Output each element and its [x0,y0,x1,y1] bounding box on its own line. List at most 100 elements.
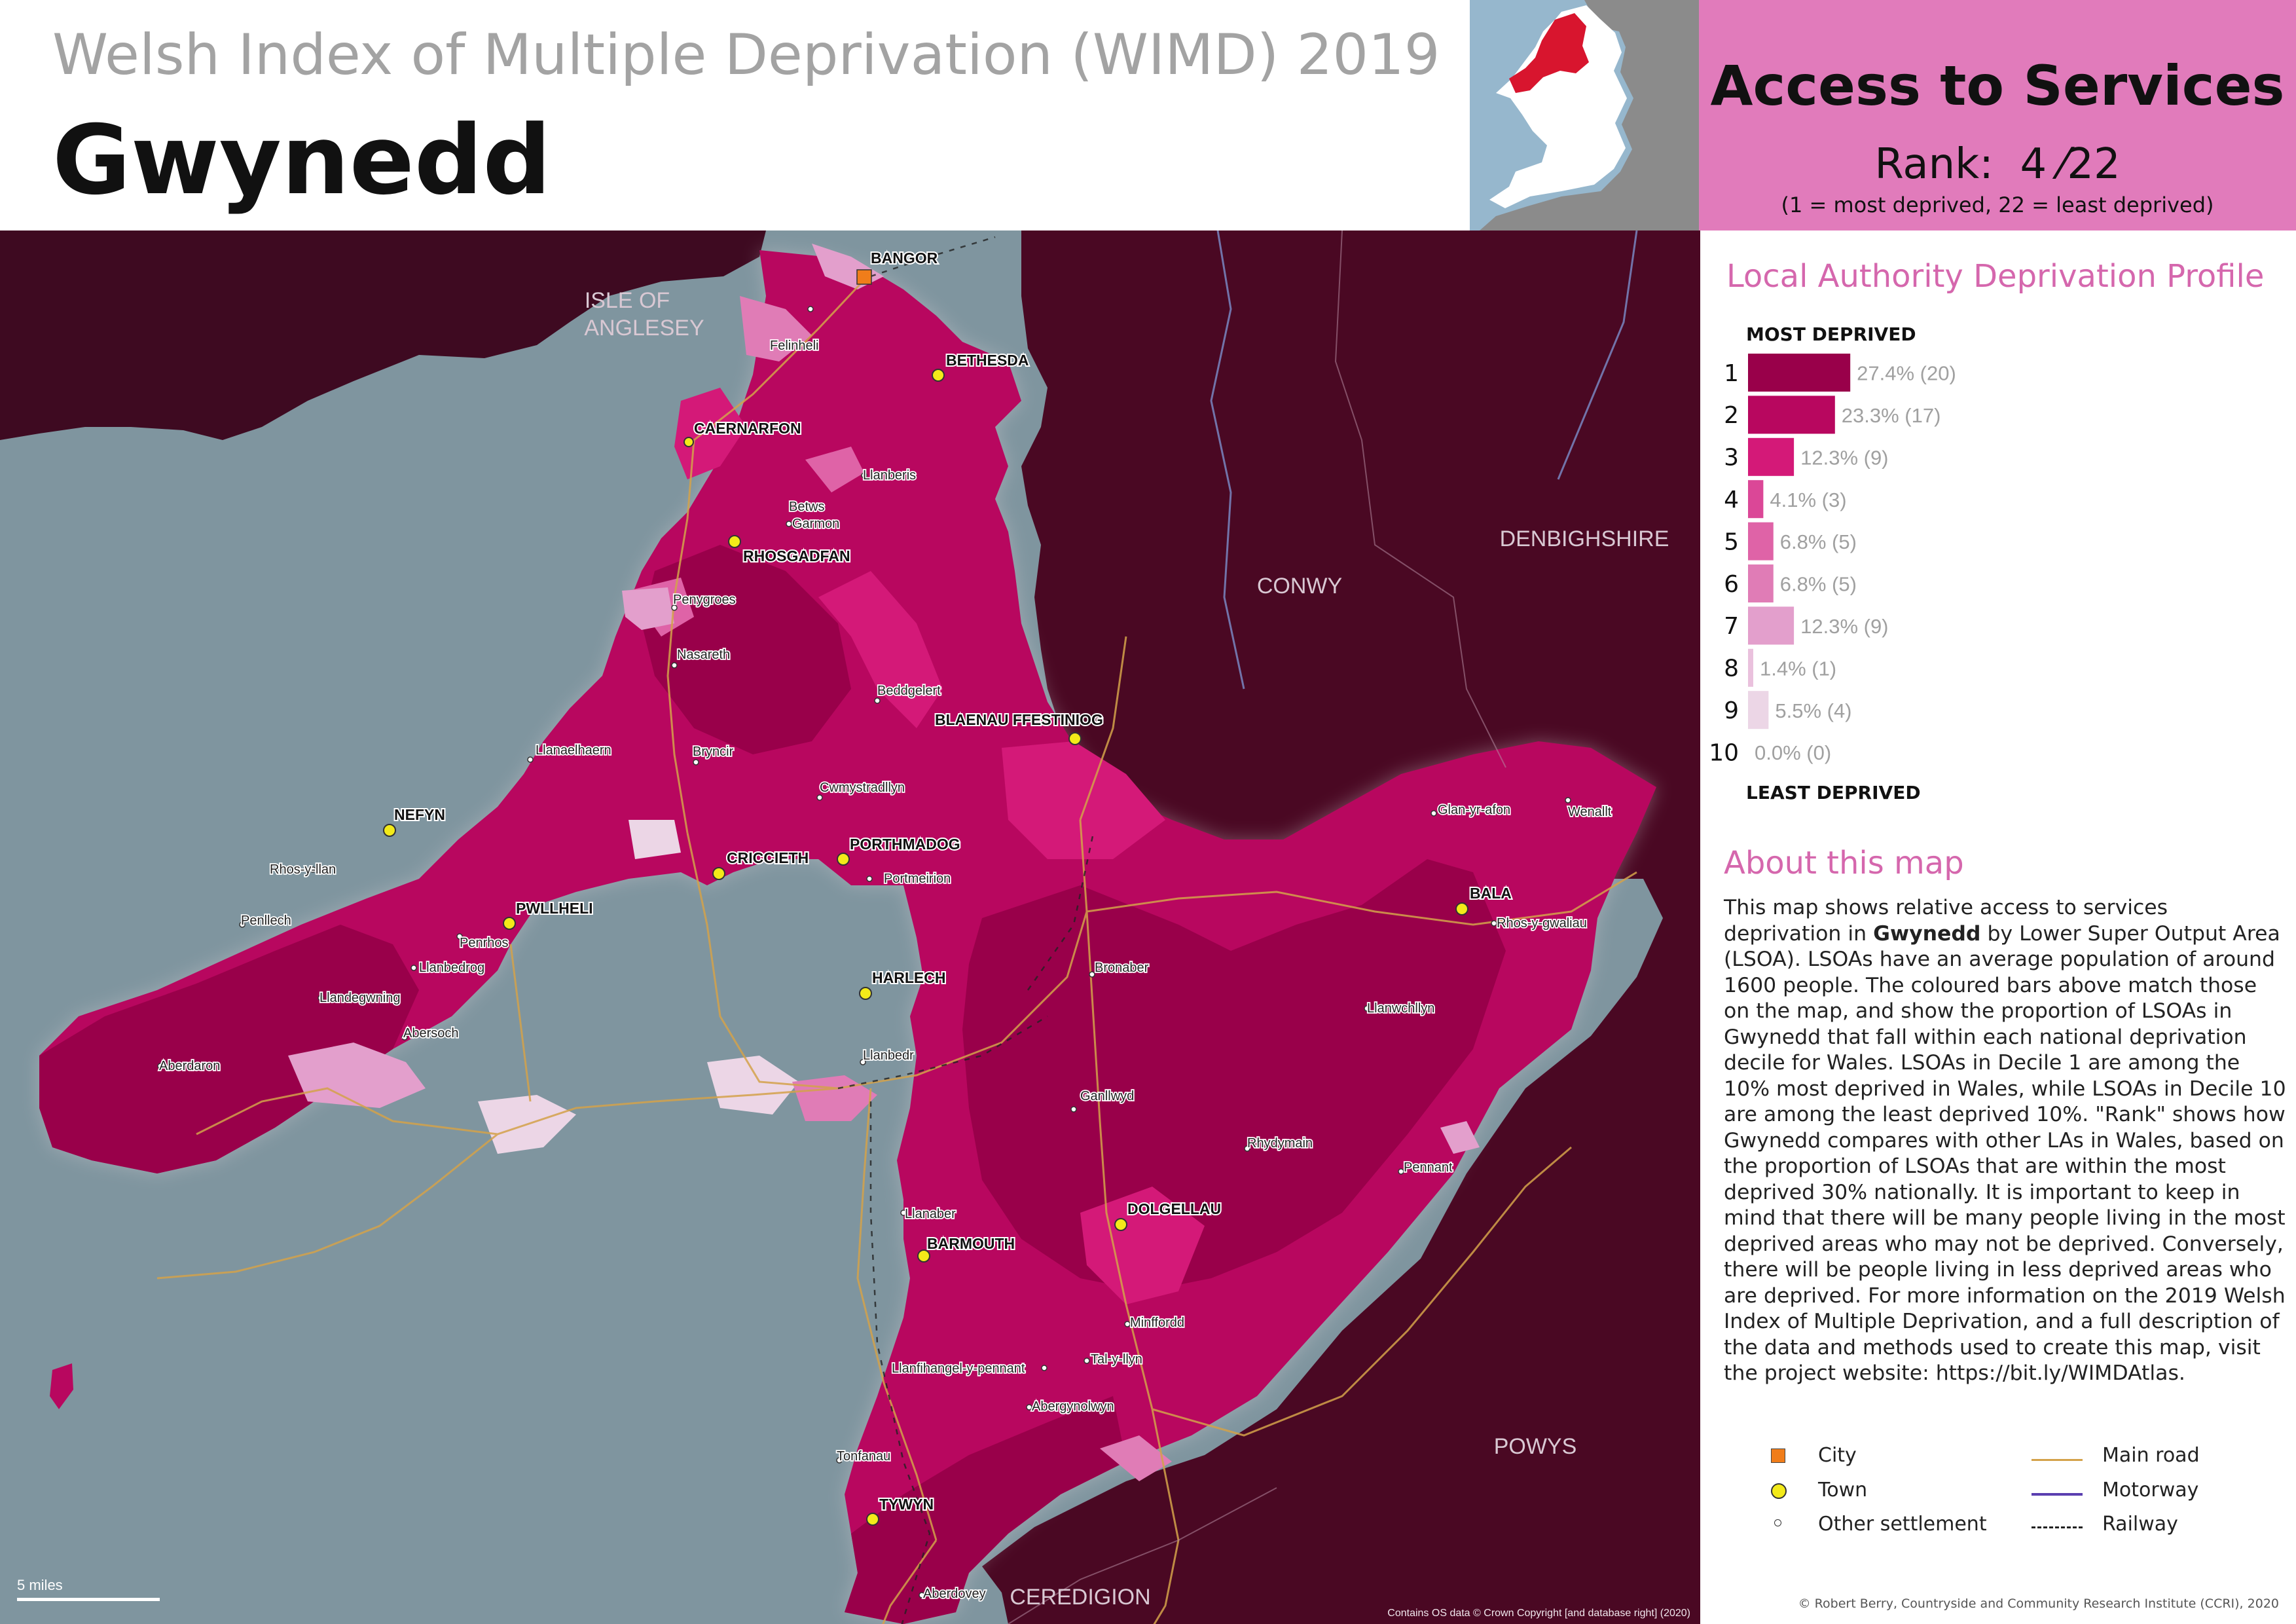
town-markers [383,369,1468,1526]
legend-town-label: Town [1818,1479,1868,1502]
decile-value-7: 12.3% (9) [1800,615,1888,638]
decile-value-5: 6.8% (5) [1780,530,1857,553]
settlement-marker-nasareth [671,662,678,669]
label-betws: Betws [789,500,824,514]
settlement-marker-abergynolwyn [1026,1404,1032,1411]
gwynedd-decile-2 [39,250,1656,1624]
label-rhos-y-gwaliau: Rhos-y-gwaliau [1497,916,1587,931]
label-pwllheli: PWLLHELI [516,900,593,917]
local-authority-title: Gwynedd [52,105,551,216]
label-minffordd: Minffordd [1130,1316,1184,1330]
inset-wales [1489,5,1627,208]
label-rhos-y-llan: Rhos-y-llan [270,862,336,877]
label-tal-y-llyn: Tal-y-llyn [1091,1352,1142,1367]
settlement-marker-tal-y-llyn [1084,1357,1090,1364]
town-marker-rhosgadfan [728,535,741,548]
gwynedd-decile-6-dolgellau [1100,1435,1172,1481]
label-abersoch: Abersoch [403,1026,459,1041]
legend-main-road-label: Main road [2102,1444,2200,1467]
label-penrhos: Penrhos [460,936,509,950]
settlement-marker-penygroes [671,604,678,611]
gwynedd-decile-9-criccieth [707,1056,799,1115]
settlement-marker-cwmystradllyn [816,794,823,801]
profile-heading: Local Authority Deprivation Profile [1726,258,2265,295]
label-criccieth: CRICCIETH [727,849,809,866]
scale-bar-label: 5 miles [17,1577,63,1593]
settlement-marker-minffordd [1124,1321,1131,1327]
town-marker-bethesda [932,369,945,382]
label-porthmadog: PORTHMADOG [850,836,960,853]
label-llanbedr: Llanbedr [863,1048,914,1063]
gwynedd-decile-9-penygroes [629,820,681,859]
decile-label-10: 10 [1709,739,1739,766]
legend-other-label: Other settlement [1818,1513,1987,1536]
road-a470 [1085,911,1154,1410]
rank-note: (1 = most deprived, 22 = least deprived) [1781,193,2214,217]
settlement-marker-felinheli [807,306,814,312]
label-llanaelhaern: Llanaelhaern [536,743,611,758]
decile-label-6: 6 [1724,571,1739,598]
town-marker-criccieth [712,867,725,880]
settlement-marker-portmeirion [866,876,873,882]
decile-value-3: 12.3% (9) [1800,446,1888,469]
legend-motorway-label: Motorway [2102,1479,2199,1502]
header: Welsh Index of Multiple Deprivation (WIM… [0,0,1470,231]
index-subtitle: Welsh Index of Multiple Deprivation (WIM… [52,22,1440,88]
label-bronaber: Bronaber [1095,961,1149,975]
label-aberdaron: Aberdaron [159,1059,220,1073]
label-conwy: CONWY [1257,574,1342,599]
label-denbighshire: DENBIGHSHIRE [1500,526,1669,551]
railway-north-wales [870,236,996,278]
gwynedd-decile-7-caernarfon [622,587,674,630]
label-rhosgadfan: RHOSGADFAN [743,547,850,564]
label-powys: POWYS [1494,1434,1577,1459]
rivers [1210,231,1638,690]
domain-box: Access to Services Rank: 4 ⁄22 (1 = most… [1699,0,2296,231]
settlement-marker-ganllwyd [1070,1106,1077,1113]
railway-ffestiniog [1027,832,1095,991]
town-marker-caernarfon [683,437,694,447]
conwy-denbighshire-border [1334,231,1506,768]
label-wenallt: Wenallt [1568,805,1612,819]
label-isle-of: ISLE OF [585,288,670,313]
wales-inset-svg [1470,0,1699,231]
town-marker-barmouth [917,1249,930,1263]
neighbour-borders [1008,231,1506,1624]
settlement-marker-aberdovey [919,1592,925,1598]
settlement-marker-wenallt [1565,797,1571,803]
settlement-marker-rhydymain [1244,1145,1250,1152]
railway-cambrian-coast-south [869,1101,931,1624]
label-pennant: Pennant [1404,1160,1453,1175]
settlement-marker-bronaber [1089,971,1095,978]
side-panel: Local Authority Deprivation Profile MOST… [1700,231,2296,1624]
anglesey [0,231,766,440]
label-portmeirion: Portmeirion [884,872,951,886]
scale-bar [17,1598,160,1601]
main-map-svg: ISLE OF ANGLESEY CONWY DENBIGHSHIRE POWY… [0,231,1700,1624]
decile-label-1: 1 [1724,360,1739,387]
label-rhydymain: Rhydymain [1247,1136,1313,1151]
label-aberdovey: Aberdovey [923,1587,986,1601]
about-text: This map shows relative access to servic… [1724,895,2287,1387]
settlement-marker-pennant [1398,1168,1404,1175]
road-a487-south [1151,1409,1180,1624]
town-marker-dolgellau [1114,1218,1127,1231]
settlement-marker-penrhos [456,933,463,940]
settlement-marker-abersoch [401,1034,408,1041]
bardsey-island [50,1363,73,1409]
town-marker-blaenau [1068,732,1082,745]
label-llanbedrog: Llanbedrog [419,961,484,975]
label-blaenau-ffestiniog: BLAENAU FFESTINIOG [935,711,1103,728]
label-tywyn: TYWYN [879,1496,934,1513]
gwynedd-decile-3-blaenau [1002,741,1165,859]
decile-bar-8 [1748,648,1753,687]
label-bangor: BANGOR [871,249,938,267]
label-caernarfon: CAERNARFON [694,420,801,437]
decile-value-1: 27.4% (20) [1857,362,1956,385]
label-penllech: Penllech [241,913,291,928]
decile-bar-9 [1748,691,1769,729]
legend-town-swatch [1771,1483,1787,1499]
rank-value: 4 ⁄22 [2020,140,2121,189]
label-glan-yr-afon: Glan-yr-afon [1438,803,1510,817]
decile-label-2: 2 [1724,402,1739,429]
